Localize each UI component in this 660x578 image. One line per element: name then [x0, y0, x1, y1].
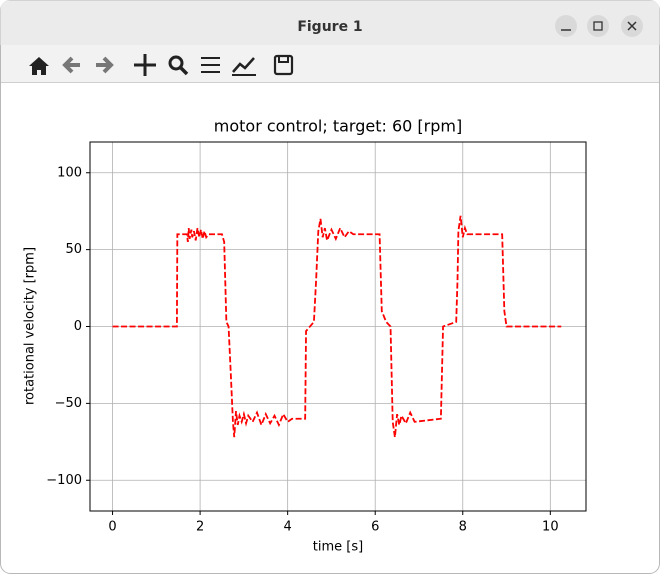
y-tick-label: −100: [46, 473, 82, 488]
y-tick-label: 50: [65, 242, 82, 257]
zoom-handle: [178, 65, 189, 76]
y-tick-label: 100: [57, 165, 82, 180]
y-axis-label: rotational velocity [rpm]: [23, 247, 38, 405]
x-tick-label: 2: [196, 520, 204, 535]
x-tick-label: 4: [284, 520, 292, 535]
window-controls[interactable]: [555, 15, 643, 37]
back-button[interactable]: [62, 56, 80, 74]
maximize-icon: [593, 21, 603, 31]
x-axis-label: time [s]: [313, 540, 363, 555]
title-bar: [0, 0, 660, 45]
plot-area: 0 2 4 6 8 10 −100 −50 0 50 100: [46, 141, 587, 535]
toolbar-icons[interactable]: [29, 54, 294, 76]
y-tick-label: −50: [55, 396, 82, 411]
chart-title: motor control; target: 60 [rpm]: [214, 117, 462, 136]
maximize-button[interactable]: [587, 15, 609, 37]
zoom-button[interactable]: [168, 55, 184, 71]
save-icon: [278, 55, 289, 63]
y-tick-label: 0: [74, 319, 82, 334]
axes-frame: [89, 141, 587, 512]
minimize-button[interactable]: [555, 15, 577, 37]
window-title: Figure 1: [297, 19, 362, 35]
home-button[interactable]: [29, 57, 49, 75]
pan-button[interactable]: [134, 54, 156, 76]
x-tick-label: 10: [542, 520, 559, 535]
close-icon: [627, 21, 637, 31]
x-tick-label: 6: [371, 520, 379, 535]
customize-button[interactable]: [232, 57, 255, 73]
forward-button[interactable]: [96, 56, 114, 74]
x-tick-label: 8: [459, 520, 467, 535]
data-line: [112, 215, 562, 438]
x-tick-label: 0: [108, 520, 116, 535]
subplots-button[interactable]: [201, 57, 220, 73]
